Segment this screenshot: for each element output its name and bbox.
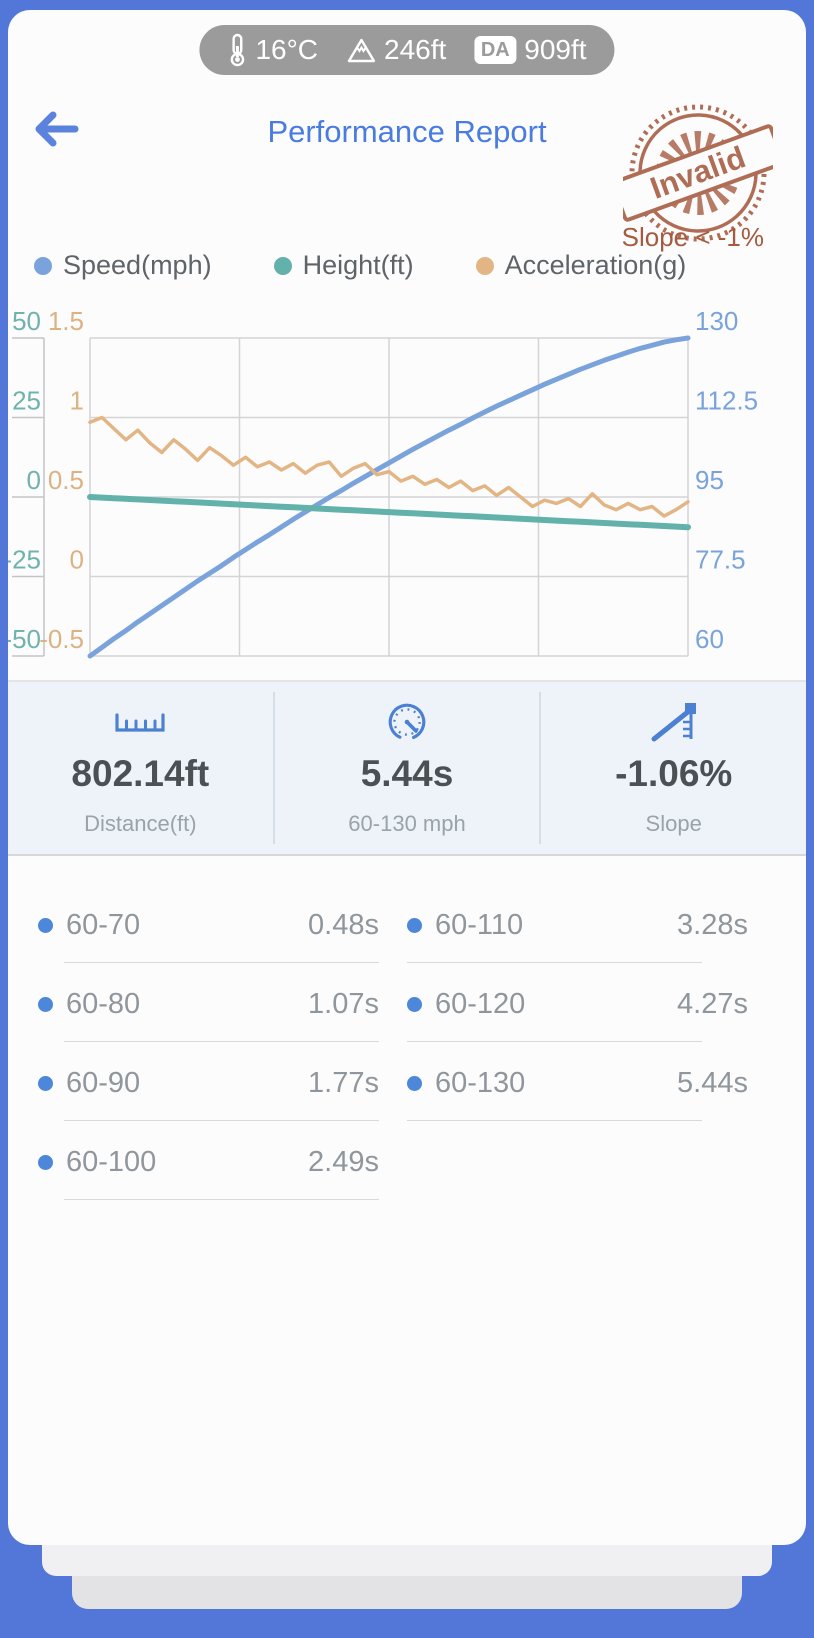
card-stack-layer-2 xyxy=(72,1576,742,1609)
interval-row-60-100: 60-100 2.49s xyxy=(38,1123,379,1202)
bullet-dot-icon xyxy=(38,1076,53,1091)
speed-dot-icon xyxy=(34,256,52,275)
interval-label: 60-70 xyxy=(66,909,141,941)
interval-row-60-90: 60-90 1.77s xyxy=(38,1044,379,1123)
interval-time: 2.49s xyxy=(308,1146,379,1178)
acceleration-dot-icon xyxy=(475,256,494,275)
legend-label: Height(ft) xyxy=(302,250,414,280)
density-altitude-group: DA 909ft xyxy=(474,34,587,66)
thermometer-icon xyxy=(230,33,245,67)
svg-text:50: 50 xyxy=(12,306,41,336)
svg-text:0: 0 xyxy=(27,465,41,495)
svg-text:112.5: 112.5 xyxy=(695,386,758,416)
bullet-dot-icon xyxy=(38,997,53,1012)
mountain-icon xyxy=(347,38,375,62)
status-pill: 16°C 246ft DA 909ft xyxy=(199,25,615,75)
interval-row-60-130: 60-130 5.44s xyxy=(407,1044,748,1123)
temperature-group: 16°C xyxy=(227,33,318,67)
stats-divider xyxy=(539,692,542,844)
svg-text:0: 0 xyxy=(70,545,84,575)
slope-value: -1.06% xyxy=(615,753,733,794)
page-title: Performance Report xyxy=(267,114,547,149)
stats-panel: 802.14ft Distance(ft) 5.44s 60-130 mph xyxy=(8,680,806,856)
svg-text:-50: -50 xyxy=(8,624,41,654)
slope-caption: Slope xyxy=(645,811,702,836)
legend-label: Acceleration(g) xyxy=(504,250,687,280)
interval-row-60-120: 60-120 4.27s xyxy=(407,965,748,1044)
interval-time: 5.44s xyxy=(677,1067,748,1099)
legend-item-height: Height(ft) xyxy=(273,250,414,281)
distance-value: 802.14ft xyxy=(71,753,210,794)
legend-label: Speed(mph) xyxy=(63,250,212,280)
bullet-dot-icon xyxy=(38,918,53,933)
svg-text:1.5: 1.5 xyxy=(48,306,84,336)
bullet-dot-icon xyxy=(407,1076,422,1091)
back-arrow-icon xyxy=(35,111,79,147)
bullet-dot-icon xyxy=(407,997,422,1012)
report-card: 16°C 246ft DA 909ft Performance Report xyxy=(8,10,806,1545)
ruler-icon xyxy=(115,713,165,732)
height-dot-icon xyxy=(273,256,292,275)
svg-text:-0.5: -0.5 xyxy=(39,624,84,654)
interval-label: 60-80 xyxy=(66,988,141,1020)
stat-distance: 802.14ft Distance(ft) xyxy=(8,682,273,854)
density-altitude-value: 909ft xyxy=(524,34,587,65)
stats-divider xyxy=(272,692,275,844)
distance-caption: Distance(ft) xyxy=(84,811,197,836)
sprint-time-value: 5.44s xyxy=(360,753,454,794)
altitude-value: 246ft xyxy=(384,34,447,65)
interval-time: 1.77s xyxy=(308,1067,379,1099)
stat-time: 5.44s 60-130 mph xyxy=(275,682,540,854)
interval-row-60-80: 60-80 1.07s xyxy=(38,965,379,1044)
chart-legend: Speed(mph) Height(ft) Acceleration(g) xyxy=(34,250,686,281)
svg-text:60: 60 xyxy=(695,624,724,654)
slope-icon xyxy=(651,703,696,742)
svg-text:1: 1 xyxy=(70,386,84,416)
legend-item-speed: Speed(mph) xyxy=(34,250,212,281)
da-badge-icon: DA xyxy=(474,36,517,64)
svg-text:0.5: 0.5 xyxy=(48,465,84,495)
interval-label: 60-110 xyxy=(435,909,524,941)
interval-row-60-110: 60-110 3.28s xyxy=(407,886,748,965)
interval-time: 4.27s xyxy=(677,988,748,1020)
interval-row-60-70: 60-70 0.48s xyxy=(38,886,379,965)
sprint-time-caption: 60-130 mph xyxy=(348,811,466,836)
gauge-icon xyxy=(388,703,426,741)
interval-list: 60-70 0.48s 60-80 1.07s 60-90 1.77s 60-1… xyxy=(38,886,748,1202)
svg-text:25: 25 xyxy=(12,386,41,416)
stat-slope: -1.06% Slope xyxy=(541,682,806,854)
svg-text:130: 130 xyxy=(695,306,738,336)
stamp-note: Slope < -1% xyxy=(621,222,764,252)
interval-time: 0.48s xyxy=(308,909,379,941)
interval-time: 3.28s xyxy=(677,909,748,941)
interval-label: 60-90 xyxy=(66,1067,141,1099)
svg-text:-25: -25 xyxy=(8,545,41,575)
svg-text:77.5: 77.5 xyxy=(695,545,746,575)
legend-item-acceleration: Acceleration(g) xyxy=(475,250,687,281)
temperature-value: 16°C xyxy=(255,34,318,65)
interval-label: 60-130 xyxy=(435,1067,526,1099)
svg-text:95: 95 xyxy=(695,465,724,495)
interval-time: 1.07s xyxy=(308,988,379,1020)
interval-label: 60-120 xyxy=(435,988,526,1020)
interval-label: 60-100 xyxy=(66,1146,157,1178)
card-stack-layer-1 xyxy=(42,1545,772,1576)
altitude-group: 246ft xyxy=(346,34,446,66)
bullet-dot-icon xyxy=(407,918,422,933)
back-button[interactable] xyxy=(30,106,80,152)
bullet-dot-icon xyxy=(38,1155,53,1170)
